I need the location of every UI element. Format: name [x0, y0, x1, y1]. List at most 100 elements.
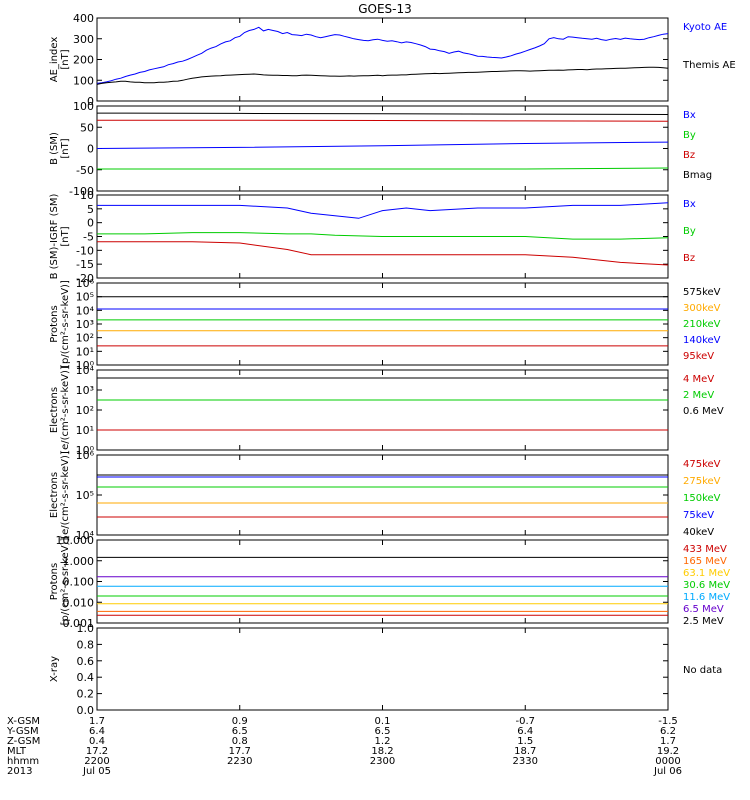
panel-1: -100 -50 0 50 100 B (SM) [nT] Bx By Bz Bmag — [49, 100, 712, 198]
y-axis-label: B (SM)-IGRF (SM) — [49, 194, 60, 280]
panel-frame — [96, 105, 669, 192]
y-tick-label: 10⁴ — [76, 364, 95, 377]
footer-value: 17.7 — [229, 746, 251, 757]
y-tick-label: 0.4 — [77, 671, 95, 684]
y-tick-label: 0.8 — [77, 638, 95, 651]
legend-entry: 2.5 MeV — [683, 616, 724, 627]
series-line — [97, 232, 669, 240]
y-tick-label: 10⁶ — [76, 449, 95, 462]
series-line — [97, 167, 669, 170]
panel-6: 0.001 0.010 0.100 1.000 10.000 Protons [p/(cm²… — [49, 534, 730, 630]
y-tick-label: 10¹ — [76, 345, 94, 358]
y-tick-label: 0 — [87, 217, 94, 230]
y-tick-label: -5 — [83, 231, 94, 244]
panel-frame — [96, 282, 669, 366]
footer-value: 19.2 — [657, 746, 679, 757]
y-tick-label: 1.0 — [77, 622, 95, 635]
legend-entry: 2 MeV — [683, 390, 714, 401]
footer-value: 2230 — [227, 756, 252, 767]
legend-entry: 165 MeV — [683, 556, 727, 567]
y-tick-label: 50 — [80, 121, 94, 134]
footer-row-label: 2013 — [7, 766, 32, 777]
y-tick-label: 100 — [73, 74, 94, 87]
y-tick-label: 10 — [80, 189, 94, 202]
legend-entry: 300keV — [683, 303, 721, 314]
series-line — [96, 112, 669, 115]
legend-entry: Bz — [683, 150, 695, 161]
y-tick-label: 10.000 — [56, 534, 95, 547]
panel-0: 0 100 200 300 400 AE_index [nT] Kyoto AE Themis … — [49, 12, 736, 108]
y-axis-label: B (SM) — [49, 132, 60, 165]
y-axis-label: [e/(cm²-s-sr-keV)] — [60, 451, 71, 539]
legend-entry: 575keV — [683, 287, 721, 298]
footer-value: 18.7 — [514, 746, 536, 757]
y-axis-label: Protons — [49, 563, 60, 600]
panel-4: 10⁰ 10¹ 10² 10³ 10⁴ Electrons [e/(cm²-s-sr-keV… — [49, 364, 724, 457]
legend-entry: Bz — [683, 253, 695, 264]
legend-entry: 30.6 MeV — [683, 580, 730, 591]
y-tick-label: 10³ — [76, 384, 94, 397]
footer-row-label: Y-GSM — [6, 726, 39, 737]
y-axis-label: [p/(cm²-s-sr-keV)] — [60, 280, 71, 368]
legend-entry: By — [683, 226, 696, 237]
figure-title: GOES-13 — [358, 2, 412, 16]
footer-row-label: X-GSM — [7, 716, 40, 727]
legend-entry: Kyoto AE — [683, 22, 727, 33]
panel-frame — [96, 369, 669, 451]
footer-row-label: MLT — [7, 746, 27, 757]
legend-entry: 210keV — [683, 319, 721, 330]
footer-value: 6.4 — [517, 726, 533, 737]
y-tick-label: 10⁰ — [76, 359, 95, 372]
y-tick-label: -100 — [69, 185, 94, 198]
panel-frame — [96, 454, 669, 536]
y-tick-label: 400 — [73, 12, 94, 25]
footer: X-GSMY-GSMZ-GSMMLThhmm20131.76.40.417.22… — [6, 716, 682, 777]
y-axis-label: [nT] — [60, 226, 71, 246]
footer-value: 2200 — [84, 756, 109, 767]
legend-entry: Bx — [683, 199, 696, 210]
legend-entry: By — [683, 130, 696, 141]
footer-value: 1.7 — [89, 716, 105, 727]
legend-entry: 11.6 MeV — [683, 592, 730, 603]
panel-5: 10⁴ 10⁵ 10⁶ Electrons [e/(cm²-s-sr-keV)] 475k… — [49, 449, 721, 542]
footer-value: 0.4 — [89, 736, 105, 747]
series-line — [96, 141, 669, 149]
panel-frame — [96, 539, 669, 624]
footer-value: 2300 — [370, 756, 395, 767]
footer-value: 6.4 — [89, 726, 105, 737]
footer-value: 1.2 — [375, 736, 391, 747]
series-line — [97, 241, 669, 266]
legend-entry: Themis AE — [682, 60, 736, 71]
y-axis-label: Protons — [49, 305, 60, 342]
y-tick-label: -20 — [76, 272, 94, 285]
y-tick-label: 0.010 — [63, 596, 95, 609]
legend-entry: 75keV — [683, 510, 714, 521]
y-tick-label: 100 — [73, 100, 94, 113]
y-axis-label: Electrons — [49, 472, 60, 518]
y-tick-label: 10⁵ — [76, 489, 94, 502]
footer-value: 0.9 — [232, 716, 248, 727]
legend-entry: 475keV — [683, 459, 721, 470]
panel-7: 0.0 0.2 0.4 0.6 0.8 1.0 X-ray No data — [49, 622, 722, 717]
footer-value: 6.5 — [232, 726, 248, 737]
footer-row-label: hhmm — [7, 756, 39, 767]
y-tick-label: 0.100 — [63, 576, 95, 589]
footer-row-label: Z-GSM — [7, 736, 40, 747]
footer-value: 6.2 — [660, 726, 676, 737]
y-axis-label: AE_index — [49, 37, 60, 83]
y-tick-label: 10¹ — [76, 424, 94, 437]
legend-entry: 0.6 MeV — [683, 406, 724, 417]
y-tick-label: 10⁴ — [76, 304, 95, 317]
legend-entry: 275keV — [683, 476, 721, 487]
footer-value: -0.7 — [515, 716, 535, 727]
y-tick-label: 0.2 — [77, 688, 95, 701]
legend-entry: 150keV — [683, 493, 721, 504]
footer-value: Jul 06 — [653, 766, 682, 777]
y-tick-label: 0.0 — [77, 704, 95, 717]
footer-value: 0.1 — [375, 716, 391, 727]
series-line — [97, 119, 669, 122]
footer-value: 2330 — [513, 756, 538, 767]
